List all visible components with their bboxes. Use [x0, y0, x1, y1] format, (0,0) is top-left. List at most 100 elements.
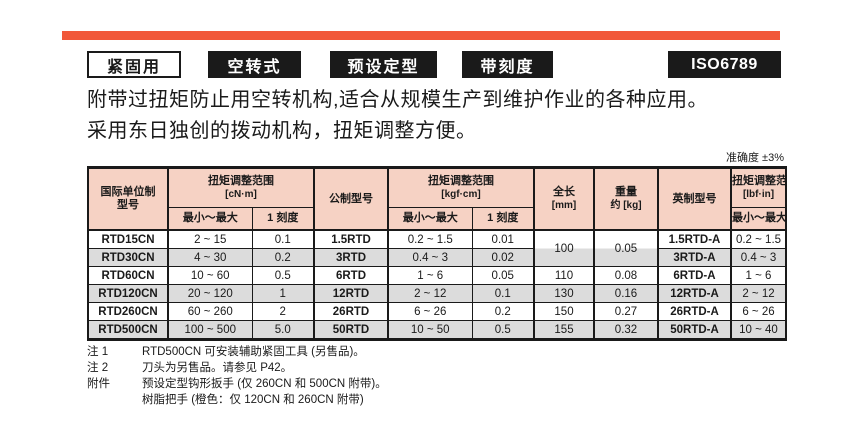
- col-header-si-model: 国际单位制 型号: [87, 167, 169, 231]
- tag-fastening-use: 紧固用: [87, 51, 181, 78]
- note-label: 注 1: [87, 346, 109, 358]
- cell-si-model: RTD30CN: [87, 248, 169, 267]
- cell-lbf-range: 0.2 ~ 1.5: [730, 229, 787, 249]
- note-text: RTD500CN 可安装辅助紧固工具 (另售品)。: [142, 346, 365, 358]
- cell-si-model: RTD60CN: [87, 266, 169, 285]
- cell-si-model: RTD120CN: [87, 284, 169, 303]
- cell-metric-model: 12RTD: [313, 284, 389, 303]
- col-header-range-lbf: 扭矩调整范围 [lbf·in]: [730, 167, 787, 208]
- subcol-min-max-kgf: 最小～最大: [387, 207, 473, 231]
- cell-cnm-division: 1: [251, 284, 315, 303]
- tag-slip-type: 空转式: [208, 51, 301, 78]
- cell-lbf-range: 1 ~ 6: [730, 266, 787, 285]
- note-accessories-2: 树脂把手 (橙色：仅 120CN 和 260CN 附带): [87, 392, 387, 408]
- table-row: RTD30CN 4 ~ 30 0.2 3RTD 0.4 ~ 3 0.02 3RT…: [87, 248, 787, 267]
- cell-weight: 0.32: [593, 320, 659, 340]
- cell-weight: 0.08: [593, 266, 659, 285]
- note-label: 注 2: [87, 362, 109, 374]
- cell-kgf-division: 0.01: [471, 229, 535, 249]
- subcol-division-cnm: 1 刻度: [251, 207, 315, 231]
- table-row: RTD260CN 60 ~ 260 2 26RTD 6 ~ 26 0.2 150…: [87, 302, 787, 321]
- tag-preset-type: 预设定型: [330, 51, 437, 78]
- cell-cnm-range: 20 ~ 120: [167, 284, 253, 303]
- badge-label: ISO6789: [691, 55, 758, 73]
- cell-length: 155: [533, 320, 595, 340]
- cell-lbf-range: 6 ~ 26: [730, 302, 787, 321]
- cell-imperial-model: 6RTD-A: [657, 266, 732, 285]
- tag-graduated: 带刻度: [462, 51, 553, 78]
- cell-kgf-range: 6 ~ 26: [387, 302, 473, 321]
- cell-weight: 0.05: [593, 229, 659, 267]
- col-header-range-kgf: 扭矩调整范围 [kgf·cm]: [387, 167, 535, 208]
- cell-cnm-division: 2: [251, 302, 315, 321]
- tag-label: 空转式: [227, 58, 282, 76]
- cell-kgf-range: 2 ~ 12: [387, 284, 473, 303]
- tag-label: 预设定型: [347, 58, 420, 76]
- cell-cnm-division: 0.2: [251, 248, 315, 267]
- cell-kgf-division: 0.1: [471, 284, 535, 303]
- cell-lbf-range: 0.4 ~ 3: [730, 248, 787, 267]
- col-header-metric-model: 公制型号: [313, 167, 389, 231]
- col-header-length: 全长 [mm]: [533, 167, 595, 231]
- cell-lbf-range: 2 ~ 12: [730, 284, 787, 303]
- cell-imperial-model: 12RTD-A: [657, 284, 732, 303]
- product-description: 附带过扭矩防止用空转机构,适合从规模生产到维护作业的各种应用。 采用东日独创的拨…: [87, 85, 797, 147]
- note-label: [87, 392, 142, 408]
- cell-imperial-model: 1.5RTD-A: [657, 229, 732, 249]
- cell-length: 100: [533, 229, 595, 267]
- footnotes: 注 1 RTD500CN 可安装辅助紧固工具 (另售品)。 注 2 刀头为另售品…: [87, 344, 387, 408]
- note-2: 注 2 刀头为另售品。请参见 P42。: [87, 360, 387, 376]
- cell-length: 150: [533, 302, 595, 321]
- cell-kgf-division: 0.02: [471, 248, 535, 267]
- col-header-imperial-model: 英制型号: [657, 167, 732, 231]
- cell-cnm-division: 0.1: [251, 229, 315, 249]
- cell-metric-model: 6RTD: [313, 266, 389, 285]
- note-1: 注 1 RTD500CN 可安装辅助紧固工具 (另售品)。: [87, 344, 387, 360]
- cell-lbf-range: 10 ~ 40: [730, 320, 787, 340]
- note-label: 附件: [87, 378, 110, 390]
- cell-imperial-model: 26RTD-A: [657, 302, 732, 321]
- cell-cnm-range: 4 ~ 30: [167, 248, 253, 267]
- accent-divider-bar: [62, 31, 780, 40]
- note-text: 预设定型钩形扳手 (仅 260CN 和 500CN 附带)。: [142, 378, 387, 390]
- note-accessories: 附件 预设定型钩形扳手 (仅 260CN 和 500CN 附带)。: [87, 376, 387, 392]
- note-text: 刀头为另售品。请参见 P42。: [142, 362, 293, 374]
- cell-cnm-range: 2 ~ 15: [167, 229, 253, 249]
- accuracy-note: 准确度 ±3%: [726, 152, 784, 164]
- tag-label: 带刻度: [480, 58, 535, 76]
- subcol-min-max-lbf: 最小～最大: [730, 207, 787, 231]
- cell-kgf-range: 10 ~ 50: [387, 320, 473, 340]
- spec-table: 国际单位制 型号 扭矩调整范围 [cN·m] 公制型号 扭矩调整范围 [kgf·…: [87, 166, 787, 341]
- cell-metric-model: 1.5RTD: [313, 229, 389, 249]
- cell-metric-model: 26RTD: [313, 302, 389, 321]
- cell-cnm-division: 5.0: [251, 320, 315, 340]
- badge-iso6789: ISO6789: [668, 51, 781, 78]
- table-row: RTD60CN 10 ~ 60 0.5 6RTD 1 ~ 6 0.05 110 …: [87, 266, 787, 285]
- note-text: 树脂把手 (橙色：仅 120CN 和 260CN 附带): [142, 394, 364, 406]
- col-header-weight: 重量 约 [kg]: [593, 167, 659, 231]
- table-row: RTD120CN 20 ~ 120 1 12RTD 2 ~ 12 0.1 130…: [87, 284, 787, 303]
- cell-cnm-range: 60 ~ 260: [167, 302, 253, 321]
- cell-length: 130: [533, 284, 595, 303]
- cell-weight: 0.27: [593, 302, 659, 321]
- subcol-division-kgf: 1 刻度: [471, 207, 535, 231]
- tag-label: 紧固用: [106, 58, 161, 76]
- cell-cnm-range: 100 ~ 500: [167, 320, 253, 340]
- cell-kgf-range: 0.4 ~ 3: [387, 248, 473, 267]
- cell-weight: 0.16: [593, 284, 659, 303]
- cell-length: 110: [533, 266, 595, 285]
- cell-metric-model: 50RTD: [313, 320, 389, 340]
- cell-imperial-model: 3RTD-A: [657, 248, 732, 267]
- description-line-1: 附带过扭矩防止用空转机构,适合从规模生产到维护作业的各种应用。: [87, 89, 709, 111]
- cell-si-model: RTD15CN: [87, 229, 169, 249]
- cell-kgf-range: 1 ~ 6: [387, 266, 473, 285]
- cell-si-model: RTD500CN: [87, 320, 169, 340]
- description-line-2: 采用东日独创的拨动机构，扭矩调整方便。: [87, 120, 477, 142]
- cell-cnm-range: 10 ~ 60: [167, 266, 253, 285]
- cell-si-model: RTD260CN: [87, 302, 169, 321]
- col-header-range-cnm: 扭矩调整范围 [cN·m]: [167, 167, 315, 208]
- cell-imperial-model: 50RTD-A: [657, 320, 732, 340]
- cell-kgf-division: 0.5: [471, 320, 535, 340]
- cell-kgf-range: 0.2 ~ 1.5: [387, 229, 473, 249]
- table-row: RTD15CN 2 ~ 15 0.1 1.5RTD 0.2 ~ 1.5 0.01…: [87, 229, 787, 267]
